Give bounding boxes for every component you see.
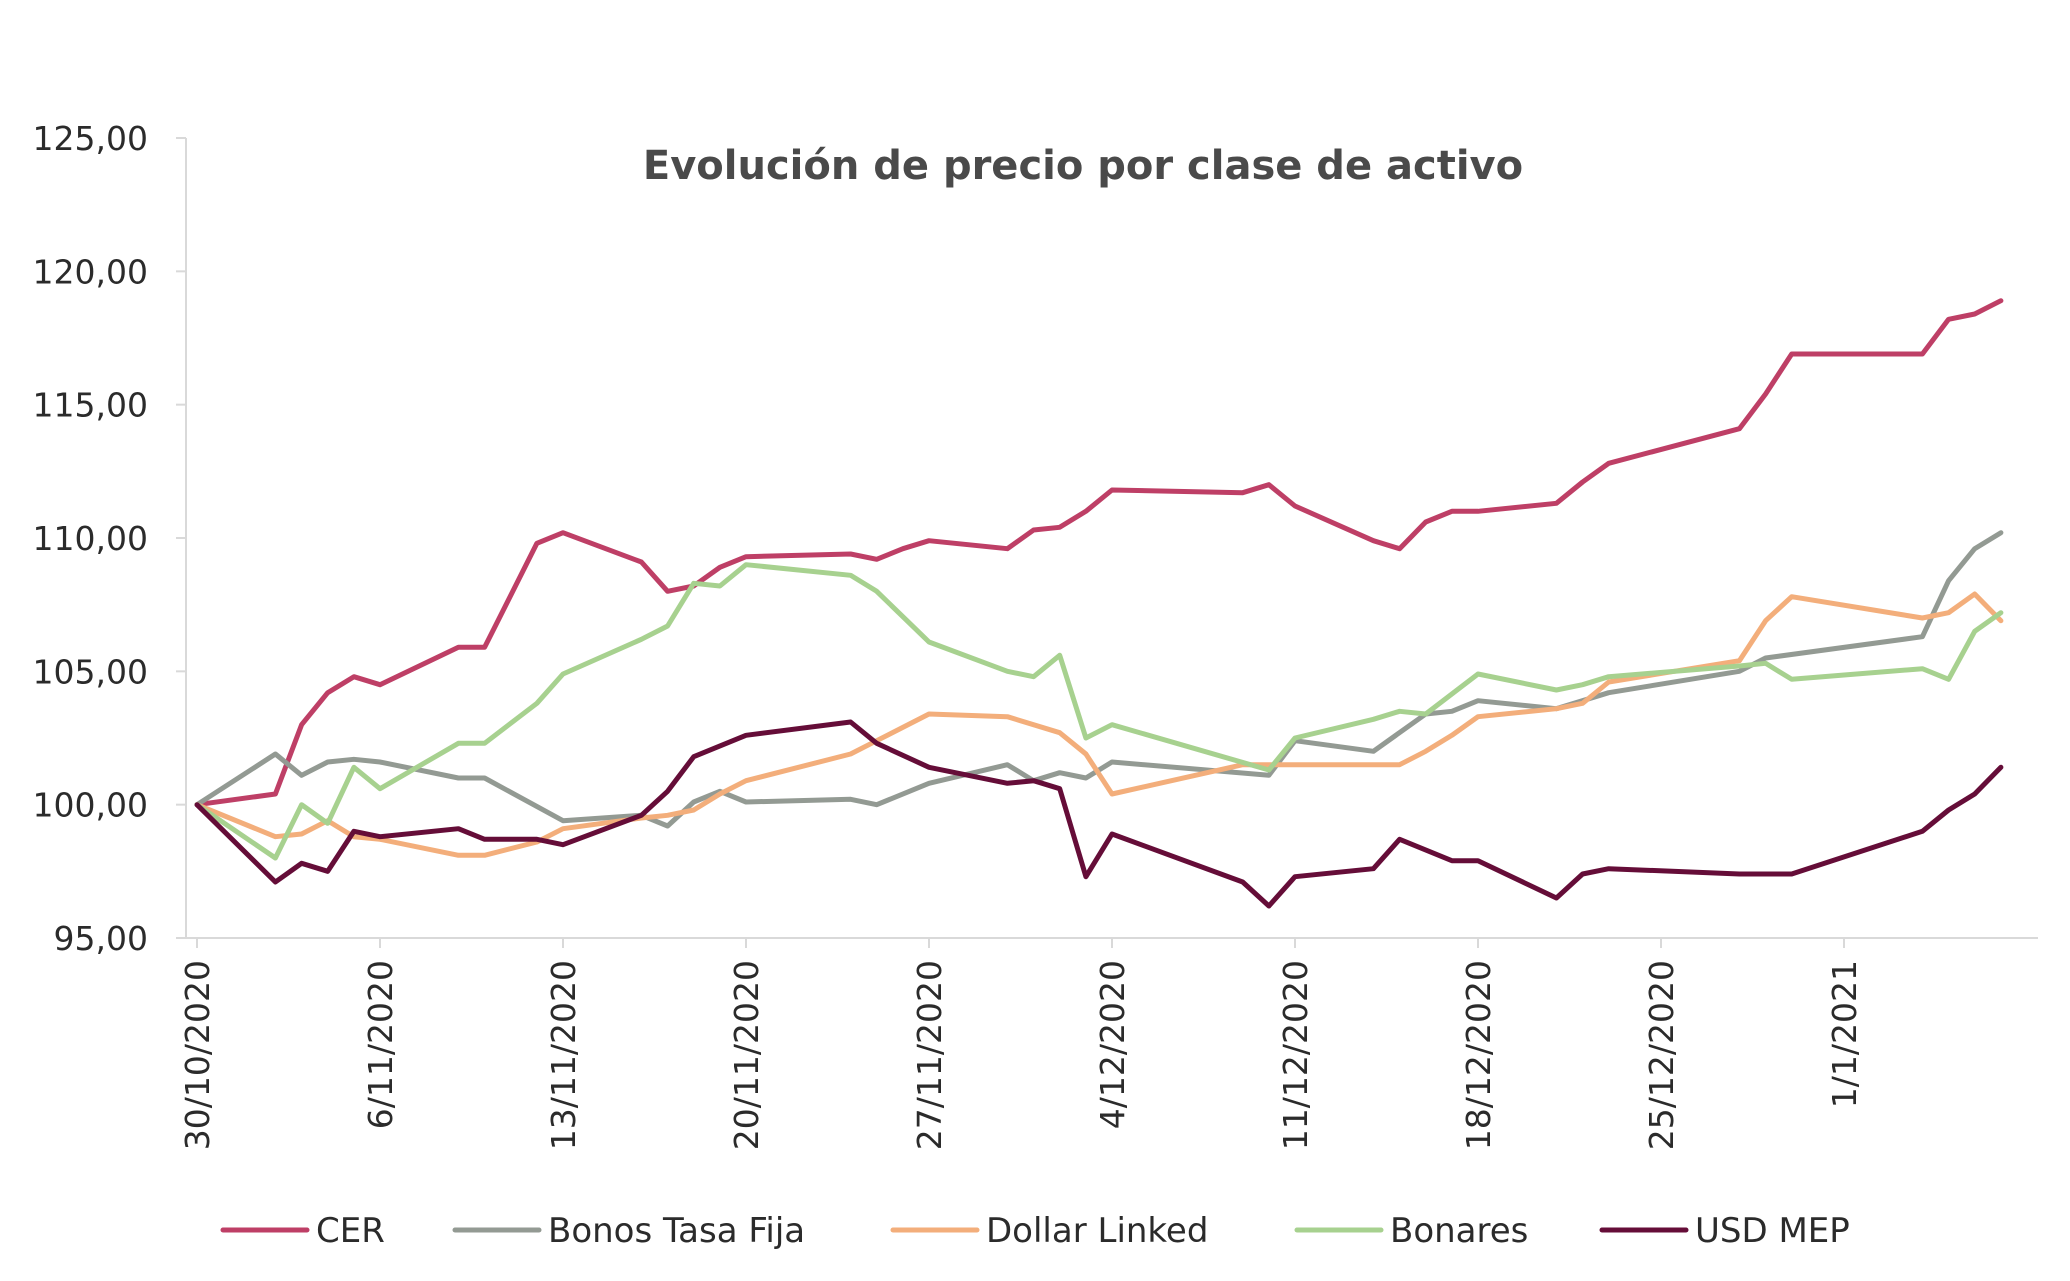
- y-tick-label: 125,00: [33, 119, 148, 158]
- legend: CER Bonos Tasa Fija Dollar Linked Bonares US…: [220, 1211, 1850, 1251]
- series-line-dollar-linked: [194, 591, 2004, 858]
- x-tick-label: 4/12/2020: [1093, 960, 1132, 1129]
- y-tick-label: 105,00: [33, 652, 148, 691]
- series-line-bonos-tasa-fija: [194, 530, 2004, 829]
- series-line-usd-mep: [194, 719, 2004, 909]
- series-line-bonares: [194, 562, 2004, 861]
- y-tick-label: 120,00: [33, 252, 148, 291]
- chart-title: Evolución de precio por clase de activo: [643, 143, 1523, 189]
- legend-label-bonos-tasa-fija: Bonos Tasa Fija: [548, 1211, 805, 1251]
- x-tick-label: 18/12/2020: [1459, 960, 1498, 1150]
- x-tick-label: 20/11/2020: [727, 960, 766, 1150]
- x-tick-label: 1/1/2021: [1825, 960, 1864, 1108]
- y-tick-label: 100,00: [33, 786, 148, 825]
- x-axis: 30/10/2020 6/11/2020 13/11/2020 20/11/2020 2…: [178, 938, 1864, 1150]
- y-axis: 95,00 100,00 105,00 110,00 115,00 120,00 125,0…: [33, 119, 186, 958]
- y-tick-label: 95,00: [54, 919, 148, 958]
- y-tick-label: 110,00: [33, 519, 148, 558]
- x-tick-label: 11/12/2020: [1276, 960, 1315, 1150]
- legend-label-cer: CER: [316, 1211, 385, 1251]
- series-line-cer: [194, 298, 2004, 808]
- x-tick-label: 27/11/2020: [910, 960, 949, 1150]
- x-tick-label: 25/12/2020: [1642, 960, 1681, 1150]
- x-tick-label: 30/10/2020: [178, 960, 217, 1150]
- legend-label-usd-mep: USD MEP: [1695, 1211, 1850, 1251]
- legend-label-bonares: Bonares: [1390, 1211, 1528, 1251]
- x-tick-label: 13/11/2020: [544, 960, 583, 1150]
- series-layer: [194, 298, 2004, 909]
- legend-label-dollar-linked: Dollar Linked: [986, 1211, 1208, 1251]
- y-tick-label: 115,00: [33, 386, 148, 425]
- x-tick-label: 6/11/2020: [361, 960, 400, 1129]
